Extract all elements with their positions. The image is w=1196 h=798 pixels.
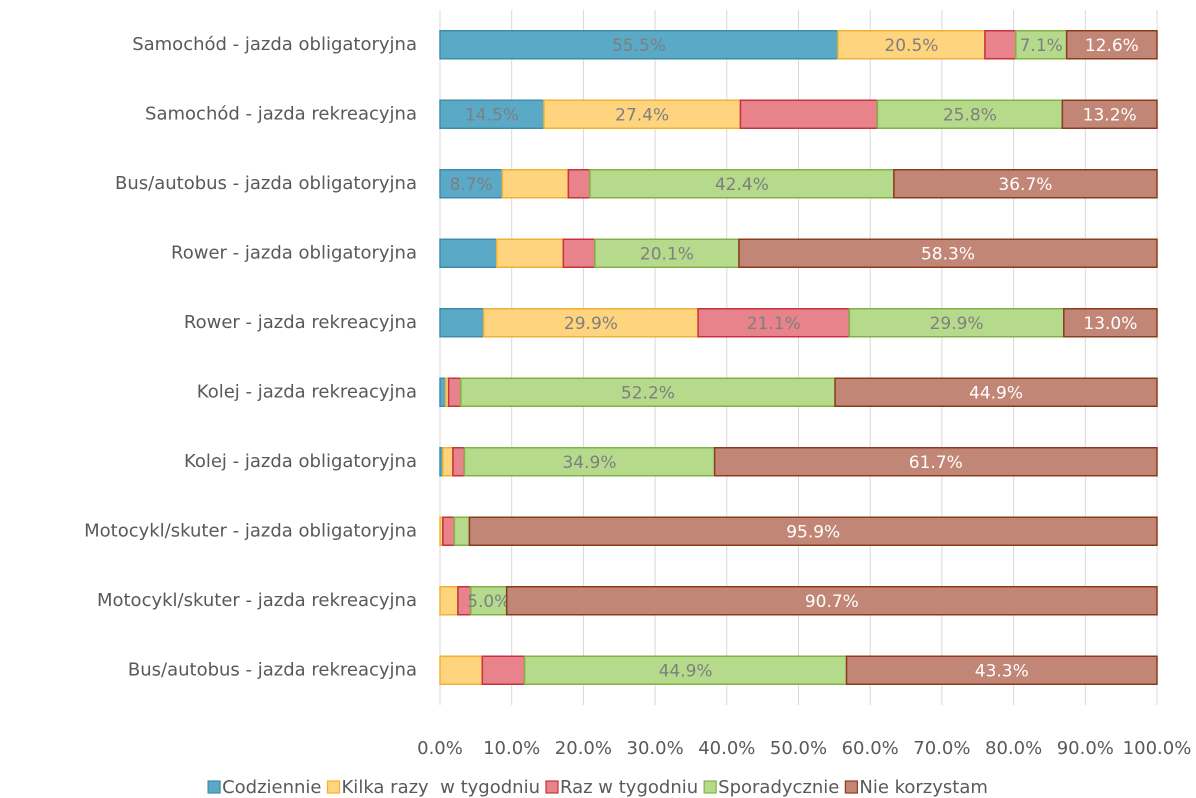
legend-swatch (545, 780, 559, 794)
legend-label: Raz w tygodniu (560, 777, 698, 798)
x-tick-label: 70.0% (913, 738, 970, 759)
y-tick-label: Kolej - jazda rekreacyjna (197, 381, 417, 402)
bar-segment (470, 586, 508, 616)
data-label: 52.2% (621, 383, 675, 403)
bar-segment (1061, 99, 1158, 129)
y-tick-label: Bus/autobus - jazda rekreacyjna (128, 659, 417, 680)
x-tick-label: 80.0% (985, 738, 1042, 759)
bar-segment (439, 99, 545, 129)
bar-segment (501, 169, 570, 199)
legend-label: Sporadycznie (718, 777, 839, 798)
bar-segment (567, 169, 591, 199)
legend-swatch (207, 780, 221, 794)
data-label: 95.9% (786, 522, 840, 542)
y-tick-label: Rower - jazda rekreacyjna (184, 312, 417, 333)
bar-segment (452, 447, 466, 477)
bar-segment (523, 655, 848, 685)
bar-segment (505, 586, 1158, 616)
bar-segment (447, 377, 462, 407)
bar-segment (439, 169, 504, 199)
y-tick-label: Rower - jazda obligatoryjna (171, 242, 417, 263)
data-label: 58.3% (921, 244, 975, 264)
data-label: 90.7% (805, 592, 859, 612)
data-label: 43.3% (975, 661, 1029, 681)
bar-segment (738, 238, 1158, 268)
legend-swatch (844, 780, 858, 794)
bar-segment (439, 377, 447, 407)
data-label: 20.1% (640, 244, 694, 264)
x-tick-label: 40.0% (698, 738, 755, 759)
bar-segment (442, 447, 454, 477)
legend-label: Kilka razy w tygodniu (342, 777, 540, 798)
legend-label: Nie korzystam (859, 777, 988, 798)
data-label: 25.8% (943, 105, 997, 125)
data-label: 42.4% (715, 175, 769, 195)
legend-label: Codziennie (222, 777, 321, 798)
x-tick-label: 30.0% (627, 738, 684, 759)
bar-segment (453, 516, 471, 546)
bar-segment (482, 308, 699, 338)
data-label: 29.9% (564, 314, 618, 334)
data-label: 13.2% (1083, 105, 1137, 125)
x-tick-label: 60.0% (842, 738, 899, 759)
bar-segment (594, 238, 740, 268)
data-label: 7.1% (1020, 36, 1063, 56)
data-label: 55.5% (612, 36, 666, 56)
data-label: 44.9% (659, 661, 713, 681)
legend-swatch (326, 780, 341, 794)
bar-segment (984, 30, 1017, 60)
data-label: 27.4% (615, 105, 669, 125)
x-tick-label: 90.0% (1057, 738, 1114, 759)
bar-segment (439, 655, 484, 685)
bar-segment (439, 308, 485, 338)
data-label: 8.7% (450, 175, 493, 195)
x-tick-label: 20.0% (555, 738, 612, 759)
bar-segment (442, 516, 456, 546)
bar-segment (439, 586, 459, 616)
bar-segment (543, 99, 742, 129)
x-tick-label: 0.0% (417, 738, 463, 759)
bar-segment (713, 447, 1158, 477)
bar-segment (495, 238, 565, 268)
data-label: 29.9% (930, 314, 984, 334)
bar-segment (834, 377, 1158, 407)
data-label: 44.9% (969, 383, 1023, 403)
bar-segment (845, 655, 1158, 685)
y-tick-label: Motocykl/skuter - jazda rekreacyjna (97, 590, 417, 611)
x-tick-label: 50.0% (770, 738, 827, 759)
bar-segment (1063, 308, 1158, 338)
bar-segment (481, 655, 526, 685)
y-tick-label: Bus/autobus - jazda obligatoryjna (115, 173, 417, 194)
y-tick-label: Kolej - jazda obligatoryjna (184, 451, 417, 472)
data-label: 61.7% (909, 453, 963, 473)
data-label: 34.9% (562, 453, 616, 473)
data-label: 21.1% (747, 314, 801, 334)
x-tick-label: 10.0% (483, 738, 540, 759)
y-tick-label: Samochód - jazda rekreacyjna (145, 103, 417, 124)
data-label: 12.6% (1085, 36, 1139, 56)
legend-swatch (703, 780, 717, 794)
bar-segment (739, 99, 879, 129)
x-tick-label: 100.0% (1123, 738, 1192, 759)
data-label: 13.0% (1083, 314, 1137, 334)
data-label: 20.5% (884, 36, 938, 56)
bar-segment (468, 516, 1158, 546)
bar-segment (1065, 30, 1158, 60)
y-tick-label: Motocykl/skuter - jazda obligatoryjna (84, 520, 417, 541)
data-label: 5.0% (467, 592, 510, 612)
bar-segment (876, 99, 1064, 129)
bar-segment (697, 308, 851, 338)
bar-segment (848, 308, 1065, 338)
y-tick-label: Samochód - jazda obligatoryjna (132, 34, 417, 55)
data-label: 36.7% (998, 175, 1052, 195)
bar-segment (439, 30, 839, 60)
bar-segment (463, 447, 716, 477)
bar-segment (837, 30, 986, 60)
legend: Codziennie Kilka razy w tygodniu Raz w tyg… (207, 777, 988, 798)
data-label: 14.5% (465, 105, 519, 125)
bar-segment (562, 238, 596, 268)
bar-segment (893, 169, 1158, 199)
bar-segment (439, 238, 498, 268)
